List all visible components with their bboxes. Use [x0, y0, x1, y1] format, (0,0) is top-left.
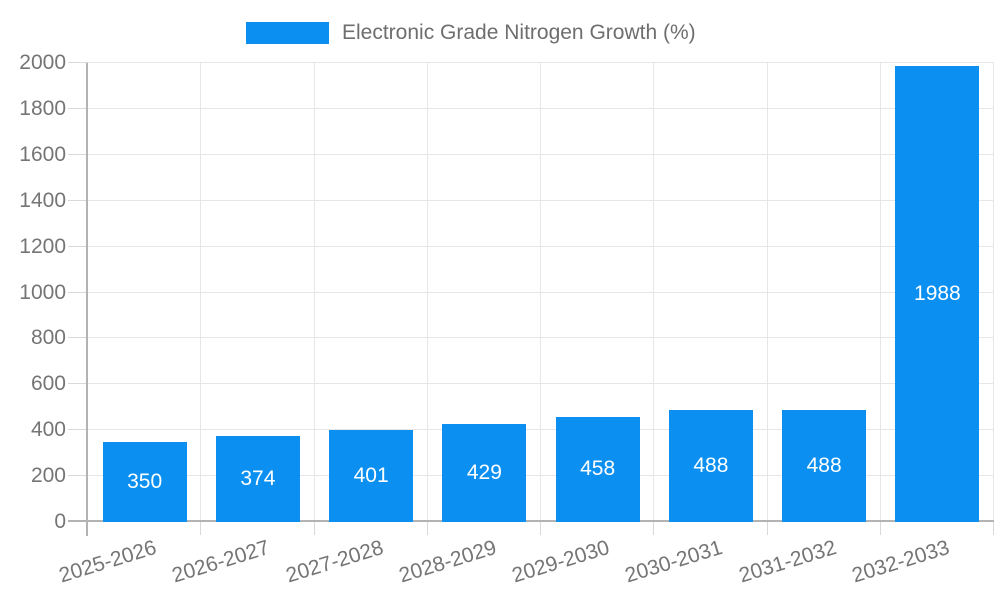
y-axis-tick-label: 1800: [19, 96, 66, 120]
x-axis-category-label: 2031-2032: [736, 536, 839, 588]
y-axis-tick-label: 1400: [19, 188, 66, 212]
bar-value-label: 401: [353, 463, 389, 487]
x-axis-tick: [653, 522, 655, 535]
x-axis-category-label: 2029-2030: [509, 536, 613, 588]
x-axis-category-label: 2032-2033: [849, 536, 953, 588]
gridline-horizontal: [88, 429, 994, 431]
gridline-horizontal: [88, 245, 994, 247]
gridline-vertical: [879, 63, 881, 522]
x-axis-category-label: 2025-2026: [56, 536, 160, 588]
y-axis-tick-label: 800: [30, 326, 66, 350]
y-axis-tick-label: 400: [30, 418, 66, 442]
bar-value-label: 429: [466, 460, 502, 484]
bar-value-label: 458: [580, 457, 616, 481]
x-axis-tick: [313, 522, 315, 535]
gridline-horizontal: [88, 337, 994, 339]
y-axis-tick-label: 1600: [19, 142, 66, 166]
x-axis-tick: [540, 522, 541, 535]
gridline-vertical: [766, 63, 768, 522]
legend[interactable]: Electronic Grade Nitrogen Growth (%): [246, 20, 696, 46]
x-axis-tick: [993, 522, 994, 535]
x-axis-category-label: 2026-2027: [169, 536, 273, 588]
bar[interactable]: [668, 410, 753, 522]
x-axis-tick: [200, 522, 202, 535]
gridline-vertical: [200, 63, 202, 522]
x-axis-tick: [879, 522, 881, 535]
bar[interactable]: [102, 441, 187, 522]
gridline-horizontal: [88, 107, 994, 109]
bar[interactable]: [782, 410, 867, 522]
x-axis-tick: [426, 522, 428, 535]
bar[interactable]: [555, 416, 640, 522]
bar[interactable]: [895, 65, 980, 522]
y-axis-tick: [68, 383, 88, 385]
bar-value-label: 1988: [914, 281, 961, 305]
gridline-horizontal: [88, 199, 994, 201]
y-axis-tick-label: 200: [30, 464, 66, 488]
gridline-horizontal: [88, 153, 994, 155]
y-axis-tick: [68, 475, 88, 477]
y-axis-tick-label: 0: [54, 510, 66, 533]
y-axis-tick: [68, 199, 88, 201]
bar[interactable]: [215, 436, 300, 522]
bar[interactable]: [442, 423, 527, 522]
gridline-horizontal: [88, 291, 994, 293]
y-axis-tick: [68, 153, 88, 155]
gridline-horizontal: [88, 62, 994, 63]
bar-value-label: 488: [693, 454, 729, 477]
y-axis-tick-label: 600: [30, 372, 66, 396]
x-axis-category-label: 2027-2028: [283, 536, 386, 588]
y-axis-tick: [68, 337, 88, 339]
x-axis-category-label: 2028-2029: [396, 536, 500, 588]
legend-label: Electronic Grade Nitrogen Growth (%): [342, 21, 696, 44]
y-axis-tick-label: 2000: [19, 51, 66, 74]
gridline-horizontal: [88, 475, 994, 477]
y-axis-tick-label: 1200: [19, 234, 66, 258]
bar[interactable]: [329, 429, 414, 522]
gridline-horizontal: [88, 383, 994, 385]
x-axis-line: [68, 520, 994, 522]
y-axis-line: [86, 63, 88, 536]
y-axis-tick: [68, 291, 88, 293]
gridline-vertical: [426, 63, 428, 522]
legend-swatch: [246, 22, 329, 44]
gridline-vertical: [653, 63, 655, 522]
bar-value-label: 488: [806, 454, 842, 477]
bar-value-label: 350: [127, 469, 163, 493]
x-axis-category-label: 2030-2031: [622, 536, 726, 588]
x-axis-tick: [766, 522, 768, 535]
gridline-vertical: [540, 63, 541, 522]
y-axis-tick: [68, 62, 88, 63]
gridline-vertical: [993, 63, 994, 522]
bar-value-label: 374: [240, 467, 276, 491]
y-axis-tick: [68, 429, 88, 431]
y-axis-tick: [68, 245, 88, 247]
y-axis-tick-label: 1000: [19, 280, 66, 304]
gridline-vertical: [313, 63, 315, 522]
y-axis-tick: [68, 107, 88, 109]
